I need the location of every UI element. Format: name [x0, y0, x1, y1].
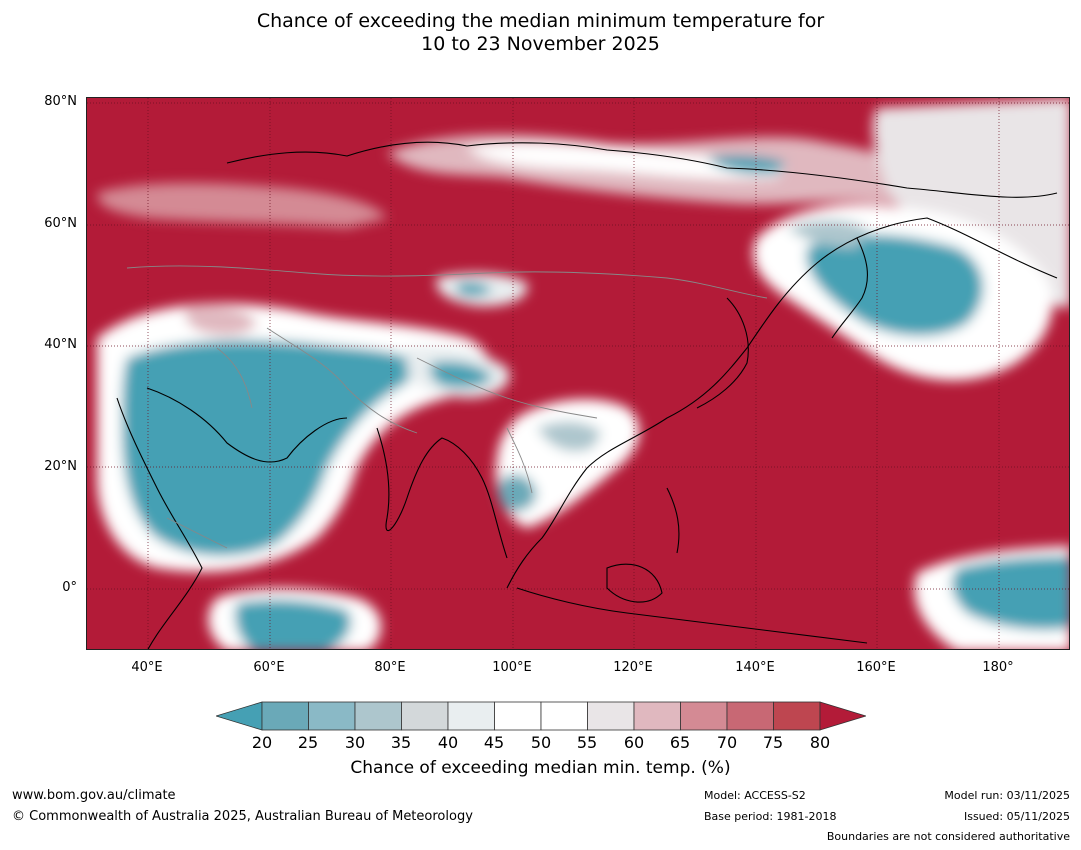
lat-label-40n: 40°N — [44, 337, 77, 352]
field-africa-south-teal — [235, 599, 351, 649]
colorbar-segments — [216, 701, 866, 731]
colorbar-segment — [494, 701, 542, 731]
colorbar — [216, 701, 866, 731]
lat-label-20n: 20°N — [44, 459, 77, 474]
footer-issued: Issued: 05/11/2025 — [963, 810, 1070, 823]
coast-arctic — [226, 141, 1058, 198]
map-title-line-1: Chance of exceeding the median minimum t… — [256, 10, 825, 32]
colorbar-segment — [726, 701, 774, 731]
colorbar-tick: 20 — [251, 733, 273, 752]
field-southchina-light — [537, 421, 602, 452]
field-north-teal — [707, 155, 787, 174]
colorbar-tick: 25 — [297, 733, 319, 752]
coast-arabia — [146, 387, 348, 463]
colorbar-segment — [773, 701, 821, 731]
map-canvas — [87, 98, 1069, 649]
colorbar-segment — [633, 701, 681, 731]
lon-label-60e: 60°E — [253, 660, 285, 675]
country-borders — [126, 265, 768, 549]
field-east-teal — [806, 234, 984, 336]
lat-label-80n: 80°N — [44, 94, 77, 109]
colorbar-tick: 50 — [530, 733, 552, 752]
lon-label-80e: 80°E — [374, 660, 406, 675]
probability-map — [86, 97, 1070, 650]
colorbar-tick: 55 — [576, 733, 598, 752]
footer-model: Model: ACCESS-S2 — [704, 789, 806, 802]
footer-copyright: © Commonwealth of Australia 2025, Austra… — [12, 809, 473, 824]
lon-label-160e: 160°E — [856, 660, 896, 675]
field-westasia-teal — [122, 340, 417, 556]
colorbar-tick: 45 — [483, 733, 505, 752]
field-caspian — [185, 306, 257, 336]
lon-label-40e: 40°E — [131, 660, 163, 675]
field-southeast-teal — [951, 556, 1069, 630]
lon-label-100e: 100°E — [492, 660, 532, 675]
colorbar-extend-low — [216, 701, 263, 731]
field-tibet-teal — [430, 361, 492, 388]
lon-label-120e: 120°E — [613, 660, 653, 675]
lat-label-60n: 60°N — [44, 216, 77, 231]
colorbar-segment — [354, 701, 402, 731]
coast-japan — [696, 297, 749, 409]
colorbar-segment — [308, 701, 356, 731]
field-northwest — [97, 183, 387, 228]
field-north-siberia-white — [467, 143, 787, 180]
footer-base-period: Base period: 1981-2018 — [704, 810, 837, 823]
colorbar-segment — [540, 701, 588, 731]
coast-philippines — [666, 487, 680, 554]
coast-borneo — [606, 563, 663, 603]
coast-indonesia — [516, 587, 868, 644]
map-title-line-2: 10 to 23 November 2025 — [421, 33, 660, 55]
colorbar-tick: 40 — [437, 733, 459, 752]
footer-model-run: Model run: 03/11/2025 — [944, 789, 1070, 802]
lat-label-equator: 0° — [62, 580, 77, 595]
colorbar-label: Chance of exceeding median min. temp. (%… — [350, 758, 731, 778]
colorbar-segment — [401, 701, 449, 731]
colorbar-segment — [587, 701, 635, 731]
colorbar-extend-high — [819, 701, 866, 731]
field-east-light — [787, 219, 867, 248]
footer-disclaimer: Boundaries are not considered authoritat… — [826, 830, 1070, 843]
coast-pacific — [506, 217, 1058, 589]
coastlines — [116, 141, 1058, 649]
lon-label-140e: 140°E — [735, 660, 775, 675]
colorbar-tick: 70 — [716, 733, 738, 752]
coast-india — [376, 427, 508, 559]
coast-africa — [116, 397, 203, 649]
lon-label-180: 180° — [982, 660, 1014, 675]
field-indochina-teal — [497, 474, 537, 513]
colorbar-segment — [680, 701, 728, 731]
colorbar-tick: 75 — [762, 733, 784, 752]
coast-kamchatka — [831, 237, 868, 339]
colorbar-tick: 65 — [669, 733, 691, 752]
colorbar-tick: 35 — [390, 733, 412, 752]
colorbar-tick: 60 — [623, 733, 645, 752]
field-mongolia-teal — [457, 281, 492, 297]
colorbar-segment — [447, 701, 495, 731]
graticule — [87, 98, 1069, 649]
colorbar-tick: 80 — [809, 733, 831, 752]
colorbar-tick: 30 — [344, 733, 366, 752]
probability-fields — [97, 98, 1069, 649]
colorbar-segment — [261, 701, 309, 731]
footer-website: www.bom.gov.au/climate — [12, 788, 176, 803]
